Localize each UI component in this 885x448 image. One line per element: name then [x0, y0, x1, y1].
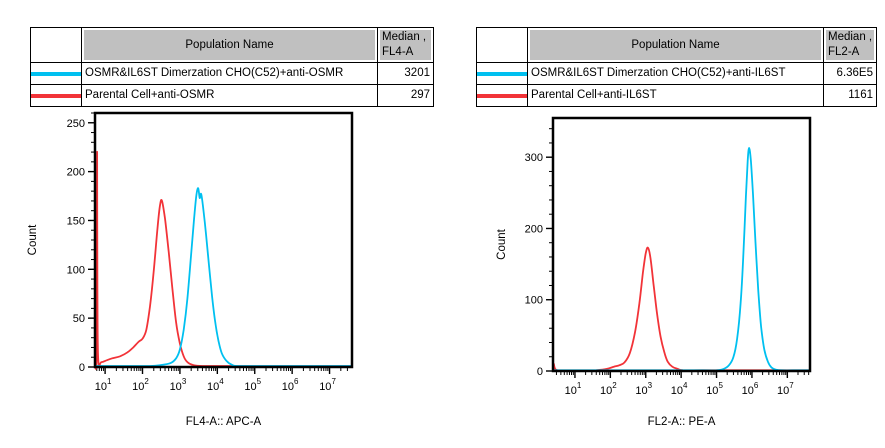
series-swatch-cell [30, 62, 82, 85]
plot-frame [551, 116, 812, 373]
histogram-curve-cyan [94, 187, 353, 367]
y-axis-label: Count [496, 228, 508, 259]
y-axis-tick-label: 0 [537, 366, 543, 378]
x-axis-label: FL4-A:: APC-A [186, 416, 262, 428]
series-color-swatch [31, 93, 81, 98]
x-axis-tick-label: 106 [742, 381, 759, 397]
x-axis-tick-label: 106 [282, 377, 299, 393]
y-axis-tick-label: 150 [67, 215, 85, 227]
swatch-column-header [30, 27, 82, 63]
series-swatch-cell [476, 62, 528, 85]
x-axis-tick-label: 107 [319, 377, 336, 393]
population-name-header: Population Name [81, 27, 378, 63]
histogram-curve-red [552, 246, 811, 372]
median-value-cell: 6.36E5 [823, 62, 877, 85]
population-median-table-right: Population Name Median , FL2-A OSMR&IL6S… [476, 27, 877, 107]
table-header-row: Population Name Median , FL4-A [30, 27, 434, 63]
population-name-header: Population Name [527, 27, 824, 63]
median-column-header: Median , FL4-A [377, 27, 434, 63]
y-axis-tick-label: 200 [67, 167, 85, 179]
median-header-line2: FL4-A [382, 46, 414, 58]
population-name-cell: OSMR&IL6ST Dimerzation CHO(C52)+anti-IL6… [527, 62, 824, 85]
series-swatch-cell [476, 84, 528, 107]
y-axis-tick-label: 100 [67, 264, 85, 276]
y-axis-tick-label: 0 [79, 362, 85, 374]
table-row: Parental Cell+anti-IL6ST 1161 [476, 84, 877, 107]
histogram-curve-red [94, 151, 353, 370]
median-column-header: Median , FL2-A [823, 27, 877, 63]
y-axis-tick-label: 250 [67, 118, 85, 130]
median-value-cell: 3201 [377, 62, 434, 85]
population-name-cell: OSMR&IL6ST Dimerzation CHO(C52)+anti-OSM… [81, 62, 378, 85]
y-axis-tick-label: 200 [525, 223, 543, 235]
median-header-line1: Median , [382, 31, 427, 43]
y-axis-label: Count [27, 224, 39, 255]
y-axis-tick-label: 300 [525, 152, 543, 164]
x-axis-tick-label: 101 [565, 381, 582, 397]
x-axis-tick-label: 103 [635, 381, 652, 397]
population-name-cell: Parental Cell+anti-IL6ST [527, 84, 824, 107]
table-row: Parental Cell+anti-OSMR 297 [30, 84, 434, 107]
y-axis-tick-label: 50 [73, 313, 85, 325]
series-color-swatch [31, 71, 81, 76]
x-axis-tick-label: 105 [244, 377, 261, 393]
flow-histogram-chart-left: 0 50 100 150 200 250 101 102 103 104 105 106 107 FL4-… [27, 111, 354, 428]
x-axis-tick-label: 104 [671, 381, 688, 397]
x-axis-tick-label: 104 [207, 377, 224, 393]
x-axis-tick-label: 102 [600, 381, 617, 397]
x-axis-tick-label: 105 [706, 381, 723, 397]
histogram-curve-cyan [552, 147, 811, 372]
median-header-line2: FL2-A [828, 46, 860, 58]
table-row: OSMR&IL6ST Dimerzation CHO(C52)+anti-OSM… [30, 62, 434, 85]
table-header-row: Population Name Median , FL2-A [476, 27, 877, 63]
x-axis-label: FL2-A:: PE-A [648, 416, 716, 428]
median-header-line1: Median , [828, 31, 873, 43]
table-row: OSMR&IL6ST Dimerzation CHO(C52)+anti-IL6… [476, 62, 877, 85]
x-axis-tick-label: 102 [132, 377, 149, 393]
population-median-table-left: Population Name Median , FL4-A OSMR&IL6S… [30, 27, 434, 107]
median-value-cell: 1161 [823, 84, 877, 107]
series-swatch-cell [30, 84, 82, 107]
swatch-column-header [476, 27, 528, 63]
x-axis-tick-label: 103 [170, 377, 187, 393]
x-axis-tick-label: 107 [777, 381, 794, 397]
series-color-swatch [477, 93, 527, 98]
x-axis-tick-label: 101 [95, 377, 112, 393]
series-color-swatch [477, 71, 527, 76]
population-name-cell: Parental Cell+anti-OSMR [81, 84, 378, 107]
median-value-cell: 297 [377, 84, 434, 107]
y-axis-tick-label: 100 [525, 295, 543, 307]
plot-frame [93, 111, 354, 369]
